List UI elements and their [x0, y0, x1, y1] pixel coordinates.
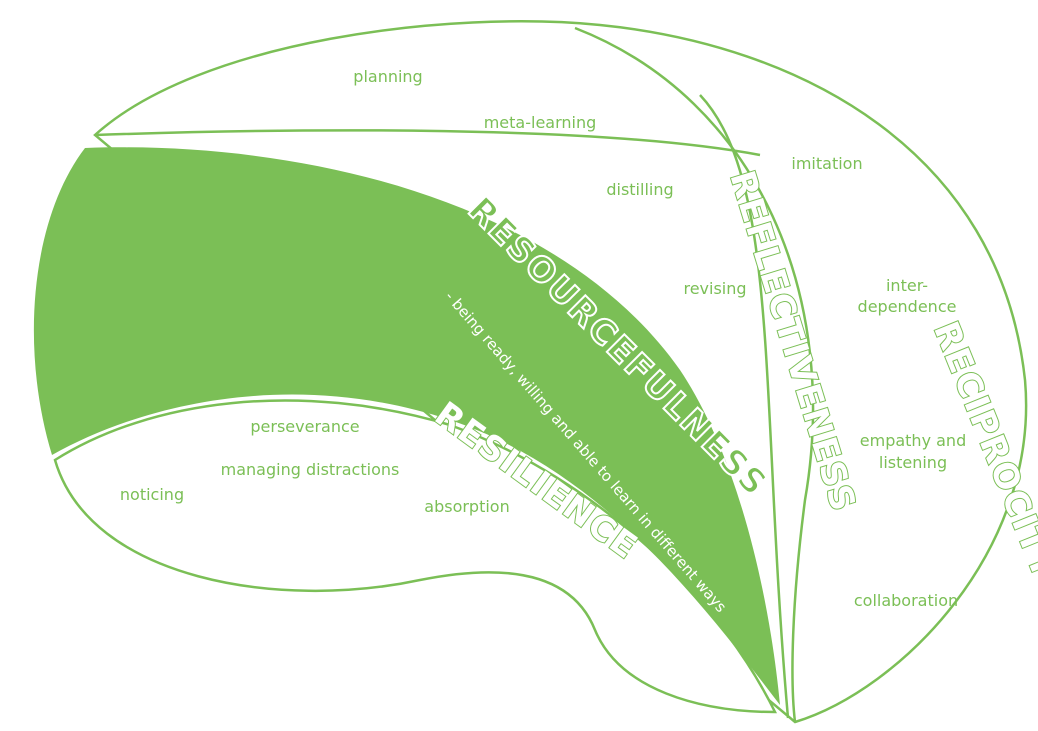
resilience-region [53, 399, 778, 714]
item-label: revising [683, 279, 746, 298]
reflectiveness-divider [699, 94, 790, 719]
item-label: meta-learning [484, 113, 597, 132]
item-label: perseverance [250, 417, 359, 436]
item-label: imitation [791, 154, 862, 173]
top-divider [94, 129, 761, 157]
item-label: noticing [120, 485, 184, 504]
item-label: absorption [424, 497, 509, 516]
item-label: distilling [606, 180, 673, 199]
item-label: dependence [858, 297, 957, 316]
item-label: empathy and [860, 431, 966, 450]
item-label: collaboration [854, 591, 958, 610]
resourcefulness-band [33, 147, 781, 706]
item-label: inter- [886, 276, 928, 295]
item-label: listening [879, 453, 947, 472]
item-label: planning [353, 67, 422, 86]
reciprocity-divider [574, 26, 815, 723]
item-label: managing distractions [221, 460, 400, 479]
